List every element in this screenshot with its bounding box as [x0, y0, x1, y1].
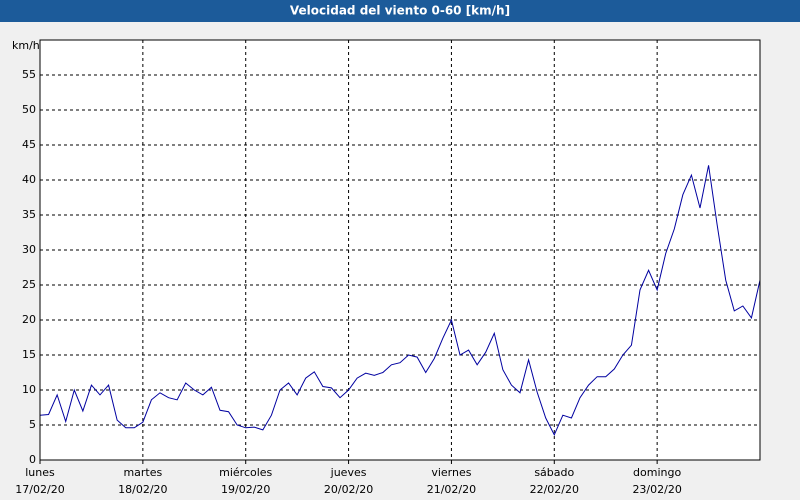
- y-tick-label: 50: [22, 103, 36, 116]
- x-tick-label: 22/02/20: [530, 483, 579, 496]
- x-tick-label: jueves: [330, 466, 367, 479]
- chart-title: Velocidad del viento 0-60 [km/h]: [290, 4, 510, 18]
- x-tick-label: viernes: [431, 466, 471, 479]
- y-tick-label: 5: [29, 418, 36, 431]
- line-series: [39, 165, 761, 436]
- x-tick-label: 18/02/20: [118, 483, 167, 496]
- y-tick-label: 0: [29, 453, 36, 466]
- x-tick-label: 21/02/20: [427, 483, 476, 496]
- x-tick-label: lunes: [25, 466, 55, 479]
- y-tick-label: 40: [22, 173, 36, 186]
- x-tick-label: 17/02/20: [15, 483, 64, 496]
- plot-border: [39, 39, 761, 461]
- layer: [39, 40, 761, 461]
- title-bar: [0, 0, 800, 22]
- y-tick-label: 30: [22, 243, 36, 256]
- y-tick-label: 35: [22, 208, 36, 221]
- x-tick-label: domingo: [633, 466, 681, 479]
- y-tick-label: 25: [22, 278, 36, 291]
- y-tick-label: 15: [22, 348, 36, 361]
- y-tick-label: 20: [22, 313, 36, 326]
- x-tick-label: sábado: [534, 466, 574, 479]
- x-tick-label: 23/02/20: [632, 483, 681, 496]
- y-tick-label: 45: [22, 138, 36, 151]
- x-tick-label: 19/02/20: [221, 483, 270, 496]
- x-tick-label: miércoles: [219, 466, 272, 479]
- y-axis-label: km/h: [12, 39, 40, 52]
- y-tick-label: 10: [22, 383, 36, 396]
- y-tick-label: 55: [22, 68, 36, 81]
- x-tick-label: 20/02/20: [324, 483, 373, 496]
- x-tick-label: martes: [123, 466, 162, 479]
